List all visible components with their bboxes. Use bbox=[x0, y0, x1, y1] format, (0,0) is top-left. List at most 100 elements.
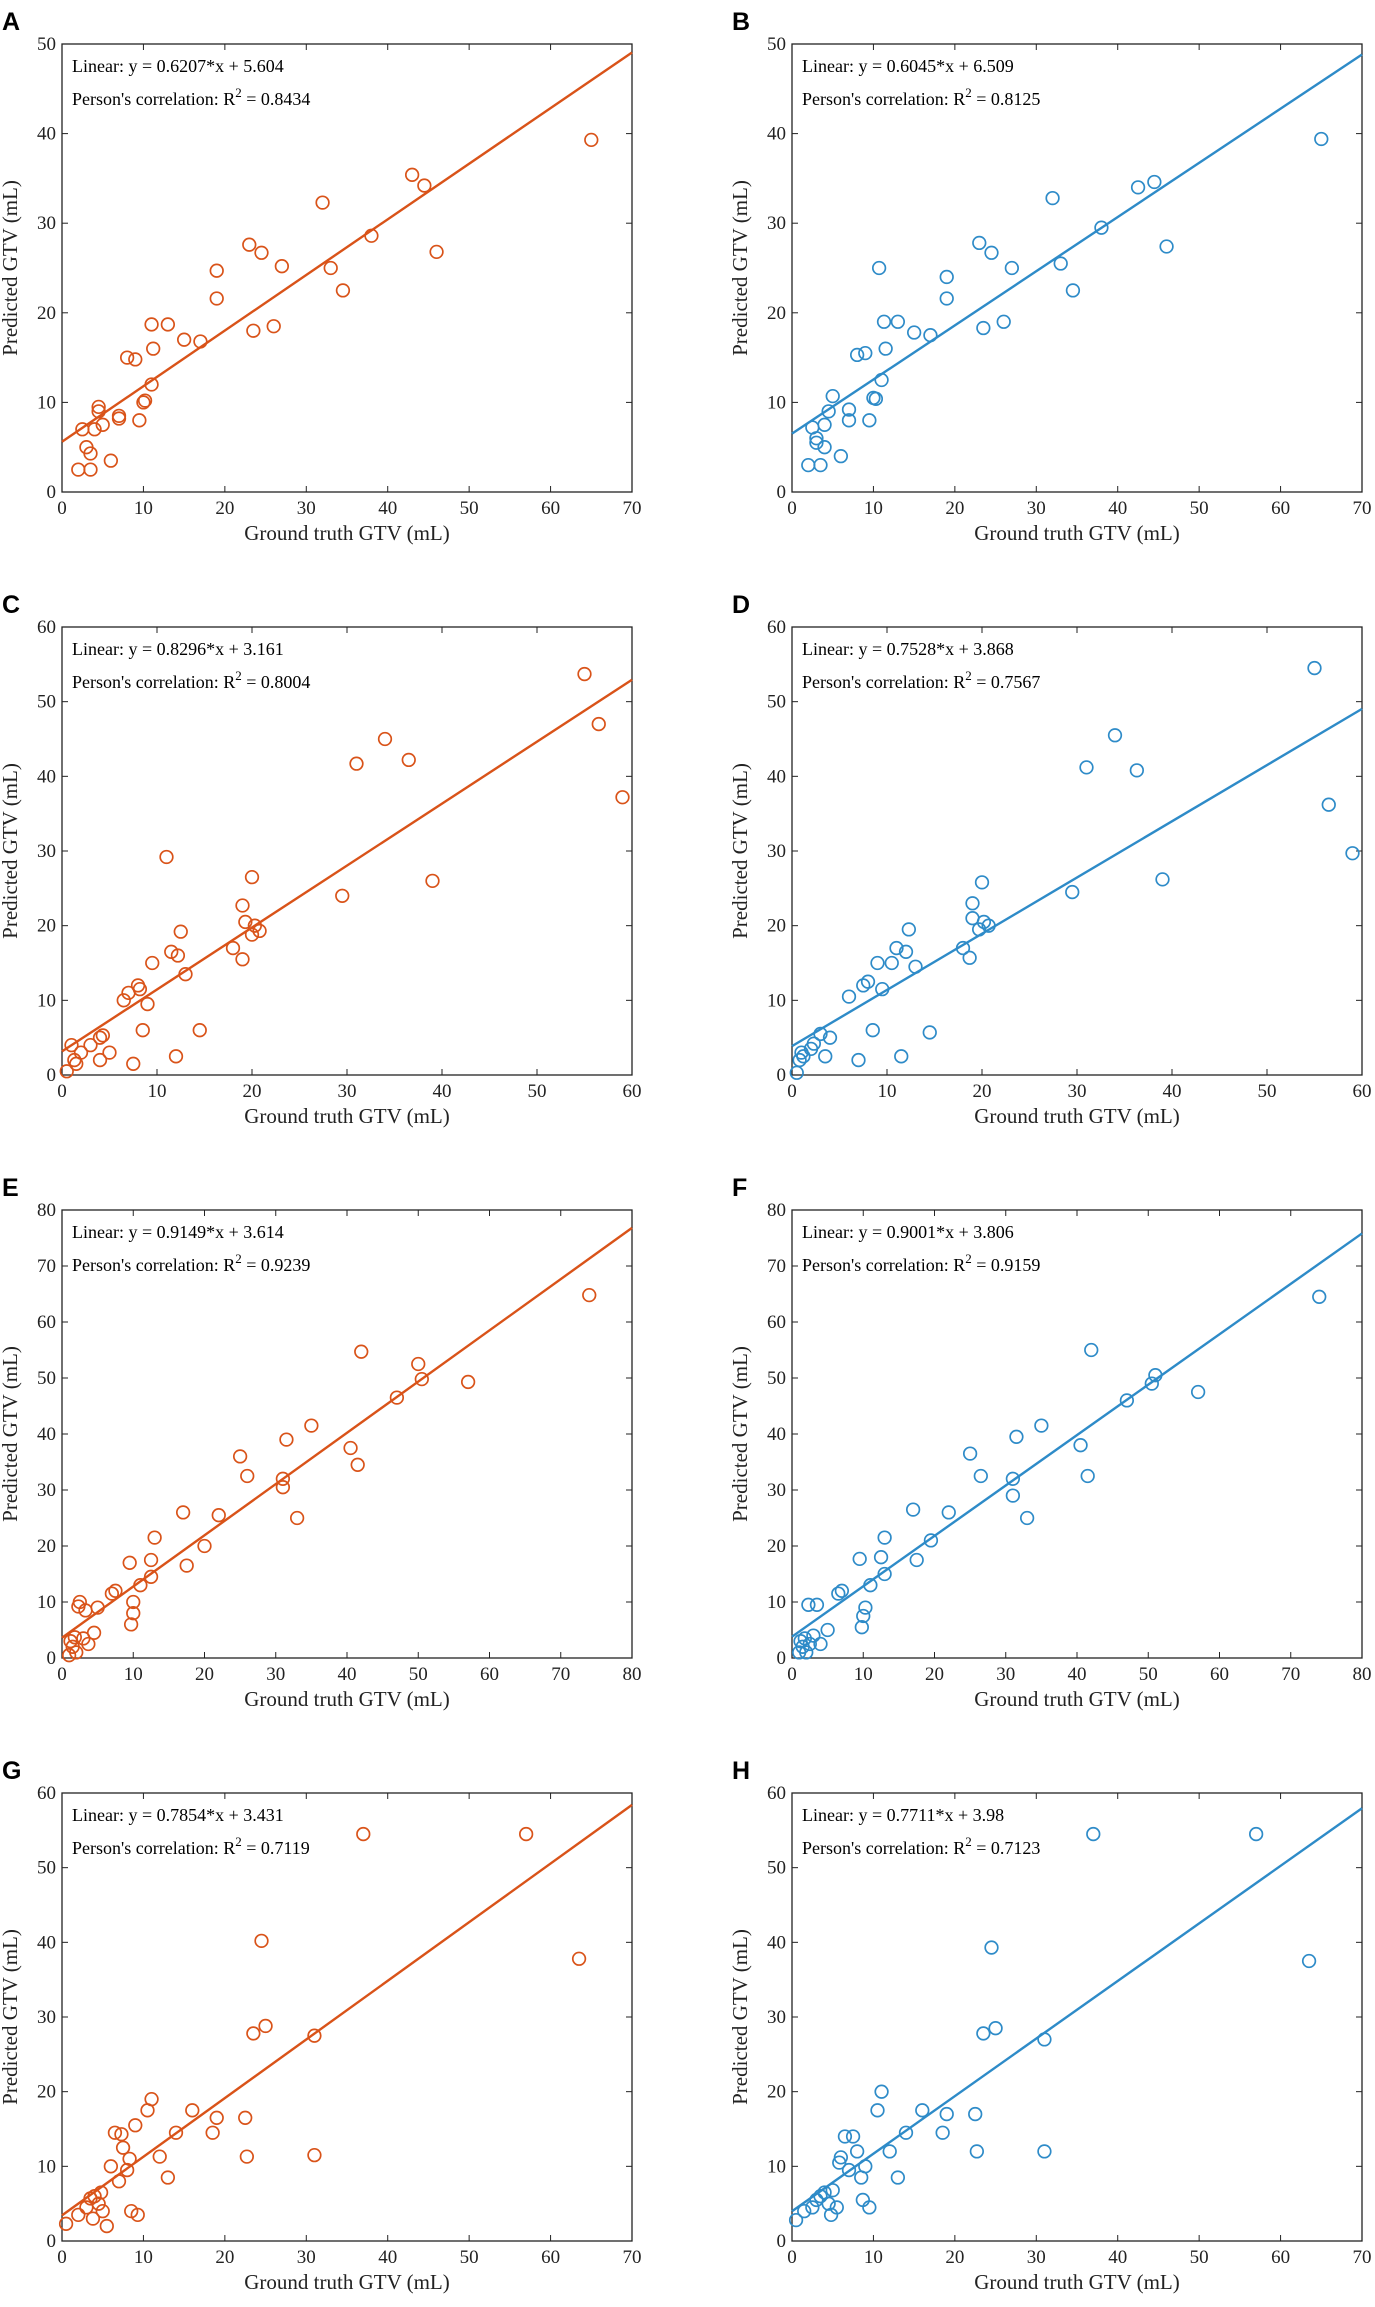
data-point bbox=[858, 1600, 873, 1615]
x-tick-label: 10 bbox=[148, 1081, 167, 1102]
r-squared-value: = 0.8004 bbox=[242, 672, 311, 692]
y-tick-label: 40 bbox=[37, 1932, 56, 1953]
data-point bbox=[354, 1344, 369, 1359]
data-point bbox=[69, 1645, 84, 1660]
data-point bbox=[908, 959, 923, 974]
panel-letter: B bbox=[732, 8, 750, 36]
data-point bbox=[1130, 180, 1146, 195]
data-point bbox=[873, 1550, 889, 1565]
y-tick-label: 60 bbox=[767, 1783, 786, 1804]
data-point bbox=[275, 1471, 291, 1486]
y-tick-label: 50 bbox=[37, 1858, 56, 1879]
y-axis-label: Predicted GTV (mL) bbox=[728, 763, 752, 939]
x-tick-label: 10 bbox=[864, 498, 883, 519]
data-point bbox=[123, 1617, 139, 1632]
x-tick-label: 80 bbox=[623, 1664, 642, 1685]
data-point bbox=[64, 1037, 79, 1053]
data-point bbox=[185, 2103, 200, 2118]
data-point bbox=[307, 2028, 322, 2043]
r-squared-superscript: 2 bbox=[965, 668, 972, 683]
data-point bbox=[1037, 2144, 1052, 2159]
data-point bbox=[915, 2103, 930, 2118]
r-squared-value: = 0.7567 bbox=[972, 672, 1041, 692]
data-point bbox=[877, 1530, 892, 1545]
y-tick-label: 40 bbox=[767, 124, 786, 145]
y-tick-label: 20 bbox=[37, 916, 56, 937]
data-point bbox=[93, 2185, 109, 2200]
data-point bbox=[130, 2207, 145, 2223]
y-axis-label: Predicted GTV (mL) bbox=[0, 180, 22, 356]
data-point bbox=[323, 260, 338, 276]
data-point bbox=[922, 1025, 937, 1040]
panel-d: D 0 10 20 30 40 50 60 0 10 20 30 40 50 60 Ground truth … bbox=[728, 591, 1372, 1128]
data-point bbox=[114, 2127, 129, 2142]
x-tick-label: 0 bbox=[787, 2247, 797, 2268]
data-point bbox=[168, 1049, 184, 1064]
panel-e: E 0 10 20 30 40 50 60 70 80 0 10 20 30 40 50 60 70 80 Groun… bbox=[0, 1174, 642, 1711]
y-axis-label: Predicted GTV (mL) bbox=[0, 1929, 22, 2105]
x-tick-label: 80 bbox=[1353, 1664, 1372, 1685]
data-point bbox=[238, 2110, 253, 2125]
x-tick-label: 60 bbox=[1210, 1664, 1229, 1685]
y-tick-label: 50 bbox=[767, 34, 786, 55]
data-point bbox=[307, 2147, 322, 2163]
y-tick-label: 60 bbox=[37, 617, 56, 638]
data-point bbox=[159, 849, 174, 865]
data-point bbox=[799, 1645, 814, 1660]
y-axis-label: Predicted GTV (mL) bbox=[728, 180, 752, 356]
x-tick-label: 30 bbox=[297, 498, 316, 519]
panel-letter: G bbox=[2, 1757, 21, 1785]
data-point bbox=[1301, 1953, 1317, 1969]
data-point bbox=[518, 1826, 534, 1842]
data-point bbox=[882, 2144, 897, 2159]
x-tick-label: 60 bbox=[623, 1081, 642, 1102]
data-point bbox=[429, 244, 444, 260]
x-axis-label: Ground truth GTV (mL) bbox=[974, 2270, 1180, 2294]
data-point bbox=[984, 245, 999, 260]
y-tick-label: 30 bbox=[37, 841, 56, 862]
x-tick-label: 20 bbox=[973, 1081, 992, 1102]
data-point bbox=[878, 341, 893, 356]
data-point bbox=[890, 314, 906, 329]
data-point bbox=[909, 1552, 924, 1568]
data-point bbox=[244, 869, 260, 885]
x-tick-label: 50 bbox=[1190, 2247, 1209, 2268]
data-point bbox=[939, 2106, 954, 2122]
y-tick-label: 0 bbox=[47, 2231, 57, 2252]
r-squared-superscript: 2 bbox=[235, 668, 242, 683]
x-tick-label: 60 bbox=[1353, 1081, 1372, 1102]
y-tick-label: 40 bbox=[37, 124, 56, 145]
y-tick-label: 50 bbox=[37, 1368, 56, 1389]
data-point bbox=[425, 873, 440, 889]
x-tick-label: 50 bbox=[460, 498, 479, 519]
x-tick-label: 50 bbox=[460, 2247, 479, 2268]
data-point bbox=[175, 1505, 191, 1520]
data-point bbox=[969, 2144, 984, 2159]
regression-line bbox=[61, 51, 633, 443]
data-point bbox=[825, 388, 840, 404]
data-point bbox=[851, 1052, 866, 1068]
data-point bbox=[862, 413, 877, 428]
data-point bbox=[1084, 1342, 1099, 1358]
data-point bbox=[996, 314, 1011, 329]
data-point bbox=[825, 2183, 840, 2198]
data-point bbox=[1065, 283, 1081, 298]
x-tick-label: 40 bbox=[1108, 2247, 1127, 2268]
x-tick-label: 30 bbox=[996, 1664, 1015, 1685]
y-tick-label: 40 bbox=[767, 766, 786, 787]
data-point bbox=[146, 341, 161, 356]
data-point bbox=[829, 2200, 844, 2215]
x-tick-label: 50 bbox=[1190, 498, 1209, 519]
y-tick-label: 30 bbox=[767, 2007, 786, 2028]
data-point bbox=[71, 2207, 86, 2223]
x-tick-label: 40 bbox=[378, 498, 397, 519]
x-tick-label: 50 bbox=[528, 1081, 547, 1102]
data-point bbox=[1144, 1376, 1159, 1391]
y-tick-label: 30 bbox=[37, 1480, 56, 1501]
r-squared-value: = 0.7119 bbox=[242, 1838, 310, 1858]
data-point bbox=[817, 440, 832, 455]
data-point bbox=[86, 1625, 102, 1640]
data-point bbox=[841, 402, 857, 417]
data-point bbox=[1073, 1438, 1088, 1453]
data-point bbox=[87, 422, 102, 437]
